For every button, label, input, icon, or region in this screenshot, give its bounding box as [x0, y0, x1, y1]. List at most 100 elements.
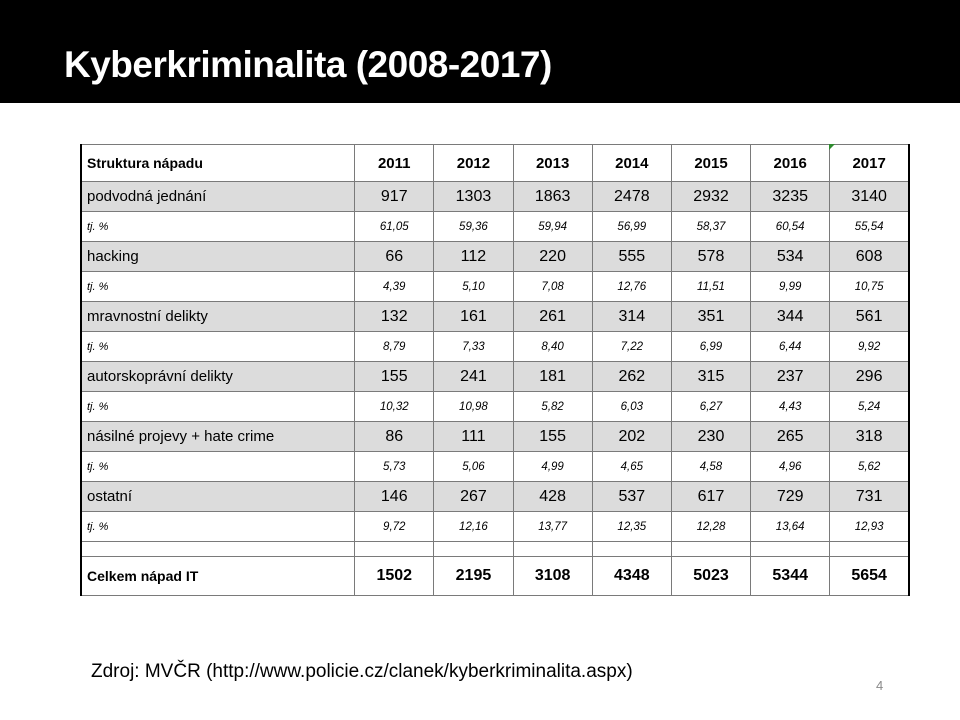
percent-label: tj. %	[80, 451, 356, 482]
year-header: 2011	[354, 144, 435, 182]
count-cell: 731	[829, 481, 911, 512]
count-cell: 561	[829, 301, 911, 332]
count-cell: 608	[829, 241, 911, 272]
percent-cell: 61,05	[354, 211, 435, 242]
title-bar: Kyberkriminalita (2008-2017)	[0, 0, 960, 103]
count-cell: 146	[354, 481, 435, 512]
cell-comment-marker-icon	[829, 144, 835, 150]
total-cell: 1502	[354, 556, 435, 596]
count-cell: 2932	[670, 181, 752, 212]
table-row-category: podvodná jednání 917 1303 1863 2478 2932…	[80, 181, 911, 212]
percent-cell: 10,98	[433, 391, 514, 422]
count-cell: 578	[670, 241, 752, 272]
category-label: násilné projevy + hate crime	[80, 421, 356, 452]
percent-cell: 9,92	[829, 331, 911, 362]
percent-cell: 5,10	[433, 271, 514, 302]
count-cell: 230	[670, 421, 752, 452]
total-cell: 5344	[750, 556, 831, 596]
header-label: Struktura nápadu	[80, 144, 356, 182]
table-row-category: ostatní 146 267 428 537 617 729 731	[80, 481, 911, 512]
percent-cell: 4,65	[591, 451, 672, 482]
count-cell: 314	[591, 301, 672, 332]
category-label: podvodná jednání	[80, 181, 356, 212]
percent-cell: 11,51	[670, 271, 752, 302]
table-row-category: mravnostní delikty 132 161 261 314 351 3…	[80, 301, 911, 332]
percent-cell: 10,75	[829, 271, 911, 302]
percent-label: tj. %	[80, 271, 356, 302]
percent-cell: 60,54	[750, 211, 831, 242]
percent-cell: 9,99	[750, 271, 831, 302]
percent-label: tj. %	[80, 391, 356, 422]
count-cell: 537	[591, 481, 672, 512]
count-cell: 917	[354, 181, 435, 212]
count-cell: 265	[750, 421, 831, 452]
count-cell: 202	[591, 421, 672, 452]
percent-cell: 58,37	[670, 211, 752, 242]
count-cell: 729	[750, 481, 831, 512]
percent-cell: 12,93	[829, 511, 911, 542]
year-header: 2013	[512, 144, 593, 182]
percent-cell: 12,76	[591, 271, 672, 302]
count-cell: 86	[354, 421, 435, 452]
statistics-table-container: Struktura nápadu 2011 2012 2013 2014 201…	[80, 144, 911, 596]
percent-cell: 4,58	[670, 451, 752, 482]
count-cell: 2478	[591, 181, 672, 212]
table-row-category: násilné projevy + hate crime 86 111 155 …	[80, 421, 911, 452]
year-header: 2016	[750, 144, 831, 182]
count-cell: 344	[750, 301, 831, 332]
count-cell: 262	[591, 361, 672, 392]
percent-cell: 4,43	[750, 391, 831, 422]
percent-label: tj. %	[80, 331, 356, 362]
total-cell: 4348	[591, 556, 672, 596]
count-cell: 181	[512, 361, 593, 392]
percent-cell: 59,94	[512, 211, 593, 242]
count-cell: 66	[354, 241, 435, 272]
table-row-percent: tj. % 4,39 5,10 7,08 12,76 11,51 9,99 10…	[80, 271, 911, 302]
percent-cell: 13,77	[512, 511, 593, 542]
count-cell: 1303	[433, 181, 514, 212]
percent-cell: 12,16	[433, 511, 514, 542]
count-cell: 318	[829, 421, 911, 452]
percent-cell: 13,64	[750, 511, 831, 542]
year-header: 2014	[591, 144, 672, 182]
percent-cell: 59,36	[433, 211, 514, 242]
total-cell: 5023	[670, 556, 752, 596]
percent-cell: 12,35	[591, 511, 672, 542]
percent-cell: 5,82	[512, 391, 593, 422]
percent-cell: 5,24	[829, 391, 911, 422]
count-cell: 220	[512, 241, 593, 272]
count-cell: 1863	[512, 181, 593, 212]
count-cell: 241	[433, 361, 514, 392]
count-cell: 237	[750, 361, 831, 392]
count-cell: 351	[670, 301, 752, 332]
table-row-percent: tj. % 8,79 7,33 8,40 7,22 6,99 6,44 9,92	[80, 331, 911, 362]
count-cell: 534	[750, 241, 831, 272]
category-label: ostatní	[80, 481, 356, 512]
percent-cell: 10,32	[354, 391, 435, 422]
count-cell: 3235	[750, 181, 831, 212]
count-cell: 155	[354, 361, 435, 392]
category-label: hacking	[80, 241, 356, 272]
count-cell: 155	[512, 421, 593, 452]
percent-cell: 7,33	[433, 331, 514, 362]
count-cell: 261	[512, 301, 593, 332]
count-cell: 132	[354, 301, 435, 332]
table-spacer-row	[80, 541, 911, 557]
percent-cell: 6,03	[591, 391, 672, 422]
count-cell: 315	[670, 361, 752, 392]
table-total-row: Celkem nápad IT 1502 2195 3108 4348 5023…	[80, 556, 911, 596]
percent-cell: 56,99	[591, 211, 672, 242]
percent-cell: 5,06	[433, 451, 514, 482]
percent-cell: 6,44	[750, 331, 831, 362]
percent-cell: 12,28	[670, 511, 752, 542]
source-citation: Zdroj: MVČR (http://www.policie.cz/clane…	[91, 661, 633, 682]
year-header: 2015	[670, 144, 752, 182]
count-cell: 111	[433, 421, 514, 452]
table-row-percent: tj. % 5,73 5,06 4,99 4,65 4,58 4,96 5,62	[80, 451, 911, 482]
table-row-percent: tj. % 61,05 59,36 59,94 56,99 58,37 60,5…	[80, 211, 911, 242]
table-row-category: hacking 66 112 220 555 578 534 608	[80, 241, 911, 272]
percent-cell: 8,79	[354, 331, 435, 362]
percent-cell: 5,62	[829, 451, 911, 482]
category-label: mravnostní delikty	[80, 301, 356, 332]
percent-cell: 5,73	[354, 451, 435, 482]
